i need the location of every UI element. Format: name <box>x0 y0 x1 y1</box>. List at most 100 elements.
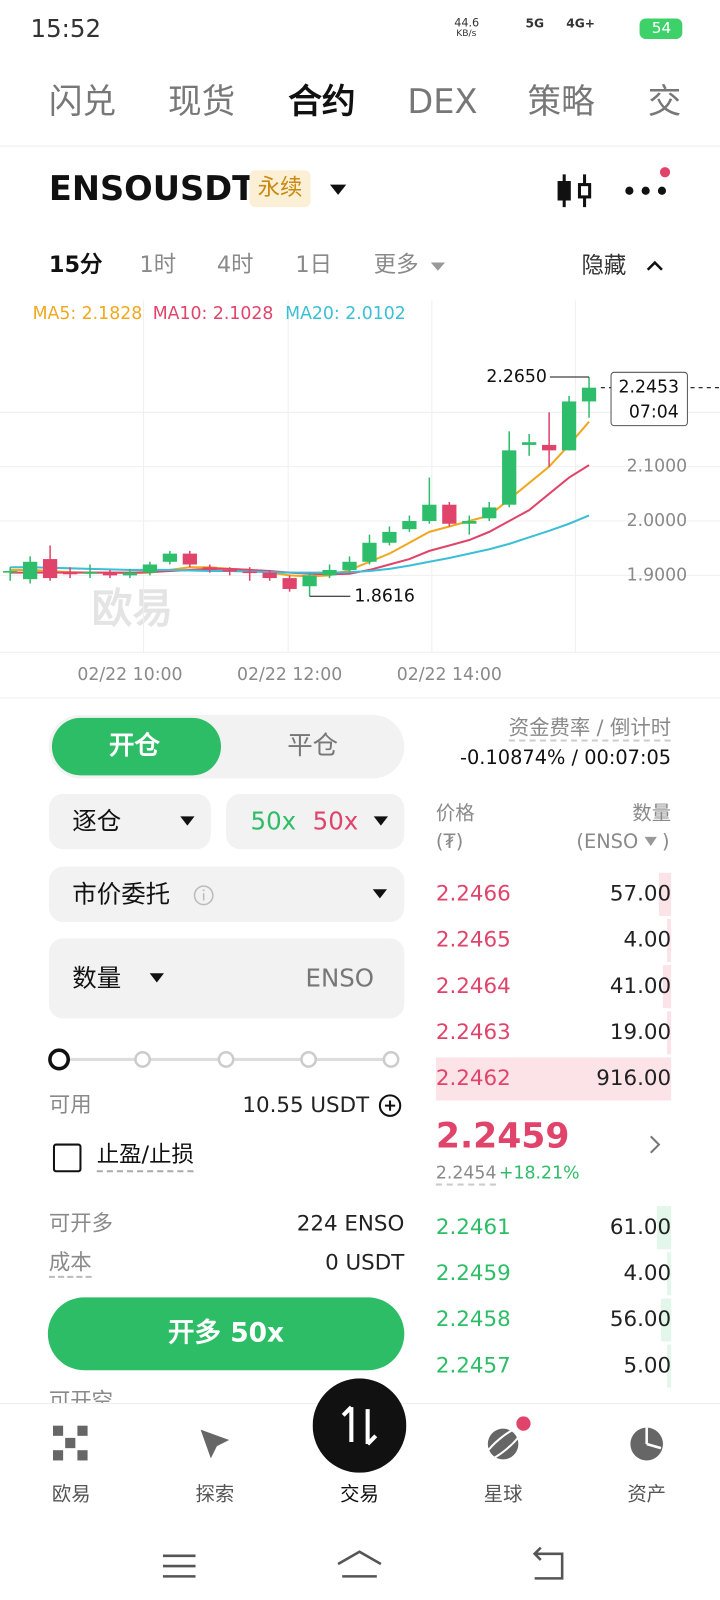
candle-body <box>82 572 98 574</box>
margin-mode[interactable] <box>48 793 211 850</box>
nav-label[interactable]: 交易 <box>340 1483 379 1506</box>
x-tick-label: 02/22 14:00 <box>397 665 502 685</box>
tab[interactable]: DEX <box>407 81 478 122</box>
candle-body <box>462 521 477 524</box>
chart-icon[interactable] <box>554 170 595 211</box>
candle-body <box>102 572 118 576</box>
ma-line <box>10 514 590 574</box>
candle-body <box>561 401 577 451</box>
order-type-text: 市价委托 <box>72 879 171 909</box>
tab-active[interactable]: 合约 <box>288 81 356 122</box>
y-tick-label: 2.0000 <box>627 511 688 531</box>
candle-body <box>62 572 78 575</box>
candle-body <box>541 444 557 451</box>
divider <box>0 145 720 147</box>
y-tick-label: 1.9000 <box>627 565 688 585</box>
caret <box>430 262 446 271</box>
tp-sl-checkbox[interactable] <box>52 1143 82 1173</box>
ask-depth <box>435 1057 672 1101</box>
candle-body <box>402 521 417 530</box>
candle-body <box>162 553 177 562</box>
candle-body <box>122 572 138 576</box>
ma-label: MA5: 2.1828 <box>33 304 143 324</box>
arrow-right[interactable] <box>648 1134 662 1155</box>
candle-body <box>502 450 517 505</box>
order-type[interactable] <box>48 866 405 923</box>
hide-button[interactable]: 隐藏 <box>581 253 627 279</box>
nav-label[interactable]: 资产 <box>627 1483 667 1506</box>
book-qty: 57.00 <box>609 880 672 906</box>
interval[interactable]: 1时 <box>139 252 177 278</box>
caret[interactable] <box>644 836 658 848</box>
last-price-label: 2.2453 <box>618 378 679 398</box>
book-price: 2.2458 <box>435 1306 511 1332</box>
submit-text: 开多 50x <box>168 1317 285 1349</box>
low-label: 1.8616 <box>354 586 415 606</box>
candle-body <box>3 571 18 573</box>
book-qty: 41.00 <box>609 973 672 998</box>
caret <box>180 816 195 826</box>
ma-label: MA10: 2.1028 <box>153 304 274 324</box>
interval-active[interactable]: 15分 <box>48 252 103 278</box>
tab[interactable]: 策略 <box>527 81 595 122</box>
tp-sl-label[interactable]: 止盈/止损 <box>96 1144 194 1173</box>
tab[interactable]: 闪兑 <box>48 81 117 122</box>
interval[interactable]: 1日 <box>295 252 332 278</box>
nav-label[interactable]: 星球 <box>483 1483 523 1506</box>
trade-button[interactable] <box>312 1378 407 1473</box>
margin-mode-text: 逐仓 <box>72 807 122 836</box>
nav-icon <box>482 1416 531 1462</box>
open-tab[interactable]: 开仓 <box>108 730 160 760</box>
ask-depth <box>667 1011 672 1055</box>
qty-unit: (ENSO <box>576 830 639 854</box>
book-price: 2.2465 <box>435 927 511 952</box>
signal: 5G <box>525 16 545 31</box>
symbol[interactable]: ENSOUSDT <box>48 168 256 209</box>
leverage[interactable] <box>226 793 405 850</box>
book-price: 2.2463 <box>435 1019 511 1045</box>
amount-label: 数量 <box>72 964 122 993</box>
slider[interactable] <box>45 1044 408 1075</box>
book-price: 2.2457 <box>435 1352 511 1378</box>
cost-value: 0 USDT <box>325 1250 405 1275</box>
interval[interactable]: 4时 <box>216 252 254 278</box>
system-nav <box>162 1546 564 1580</box>
candle-body <box>522 442 537 445</box>
ma-label: MA20: 2.0102 <box>285 304 406 324</box>
tab[interactable]: 交 <box>647 81 682 122</box>
more-icon[interactable] <box>623 164 674 205</box>
net-speed: 44.6 <box>454 16 480 30</box>
bid-depth <box>667 1252 672 1296</box>
amount-input[interactable] <box>48 938 405 1019</box>
candle-body <box>302 575 317 587</box>
candle-body <box>202 567 217 570</box>
ask-depth <box>662 965 672 1009</box>
caret[interactable] <box>328 183 348 197</box>
price-header: 价格 <box>435 802 475 825</box>
symbol-tag: 永续 <box>249 170 311 208</box>
close-tab[interactable]: 平仓 <box>287 730 339 760</box>
nav-label[interactable]: 欧易 <box>51 1483 91 1506</box>
bid-depth <box>656 1206 672 1250</box>
candle-body <box>442 504 457 524</box>
qty-unit-end: ) <box>661 830 670 854</box>
nav-label[interactable]: 探索 <box>195 1483 235 1506</box>
price-unit: (₮) <box>435 830 464 854</box>
add-funds[interactable] <box>378 1093 402 1118</box>
book-price: 2.2466 <box>435 880 511 906</box>
tab[interactable]: 现货 <box>168 81 236 122</box>
nav-icon <box>52 1425 88 1461</box>
submit-button[interactable] <box>47 1297 405 1371</box>
candle-body <box>262 572 277 579</box>
book-qty: 5.00 <box>623 1352 672 1378</box>
available-value: 10.55 USDT <box>242 1092 370 1117</box>
open-tab-bg <box>51 717 221 776</box>
candle-body <box>482 507 497 519</box>
book-price: 2.2462 <box>435 1065 511 1091</box>
divider <box>0 697 720 699</box>
max-long-value: 224 ENSO <box>296 1211 405 1236</box>
collapse-icon <box>646 260 663 271</box>
book-qty: 19.00 <box>609 1019 672 1045</box>
interval[interactable]: 更多 <box>373 252 419 278</box>
